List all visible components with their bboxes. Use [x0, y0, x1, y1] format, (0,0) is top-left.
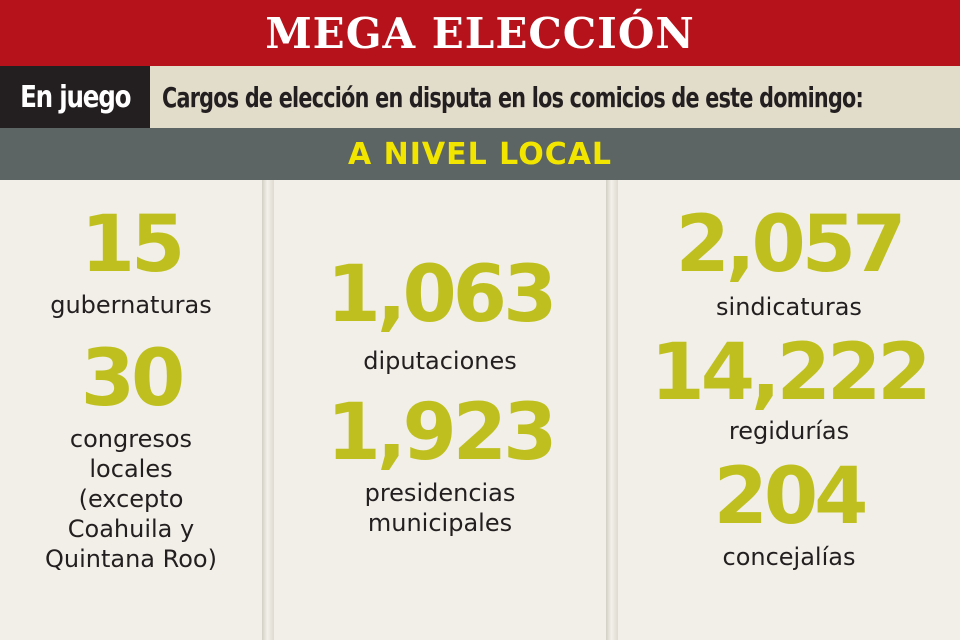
stat-label-sindicaturas: sindicaturas	[716, 293, 862, 321]
column-2: 1,063 diputaciones 1,923 presidencias mu…	[274, 180, 606, 640]
column-1: 15 gubernaturas 30 congresos locales (ex…	[0, 180, 262, 640]
page-title: MEGA ELECCIÓN	[265, 8, 695, 58]
section-tag: En juego	[0, 66, 150, 128]
subtitle-text: Cargos de elección en disputa en los com…	[162, 80, 864, 114]
column-divider	[262, 180, 274, 640]
stat-number-diputaciones: 1,063	[326, 250, 558, 340]
level-bar: A NIVEL LOCAL	[0, 128, 960, 180]
column-divider	[606, 180, 618, 640]
column-3: 2,057 sindicaturas 14,222 regidurías 204…	[618, 180, 960, 640]
stat-number-concejalias: 204	[713, 452, 869, 542]
stat-number-regidurias: 14,222	[650, 328, 932, 418]
stat-number-sindicaturas: 2,057	[675, 200, 907, 290]
stat-label-presidencias: presidencias municipales	[364, 479, 516, 537]
stat-label-congresos: congresos locales (excepto Coahuila y Qu…	[45, 425, 217, 573]
stat-label-diputaciones: diputaciones	[363, 347, 517, 375]
stat-label-concejalias: concejalías	[722, 543, 856, 571]
stat-label-gubernaturas: gubernaturas	[50, 291, 212, 319]
level-label: A NIVEL LOCAL	[347, 136, 613, 172]
stat-number-gubernaturas: 15	[80, 200, 186, 290]
section-tag-label: En juego	[19, 79, 131, 115]
stat-label-regidurias: regidurías	[728, 417, 850, 445]
subtitle-bar: En juego Cargos de elección en disputa e…	[0, 66, 960, 128]
title-banner: MEGA ELECCIÓN	[0, 0, 960, 66]
stat-number-presidencias: 1,923	[326, 388, 558, 478]
stat-number-congresos: 30	[80, 334, 186, 424]
subtitle: Cargos de elección en disputa en los com…	[162, 66, 950, 128]
